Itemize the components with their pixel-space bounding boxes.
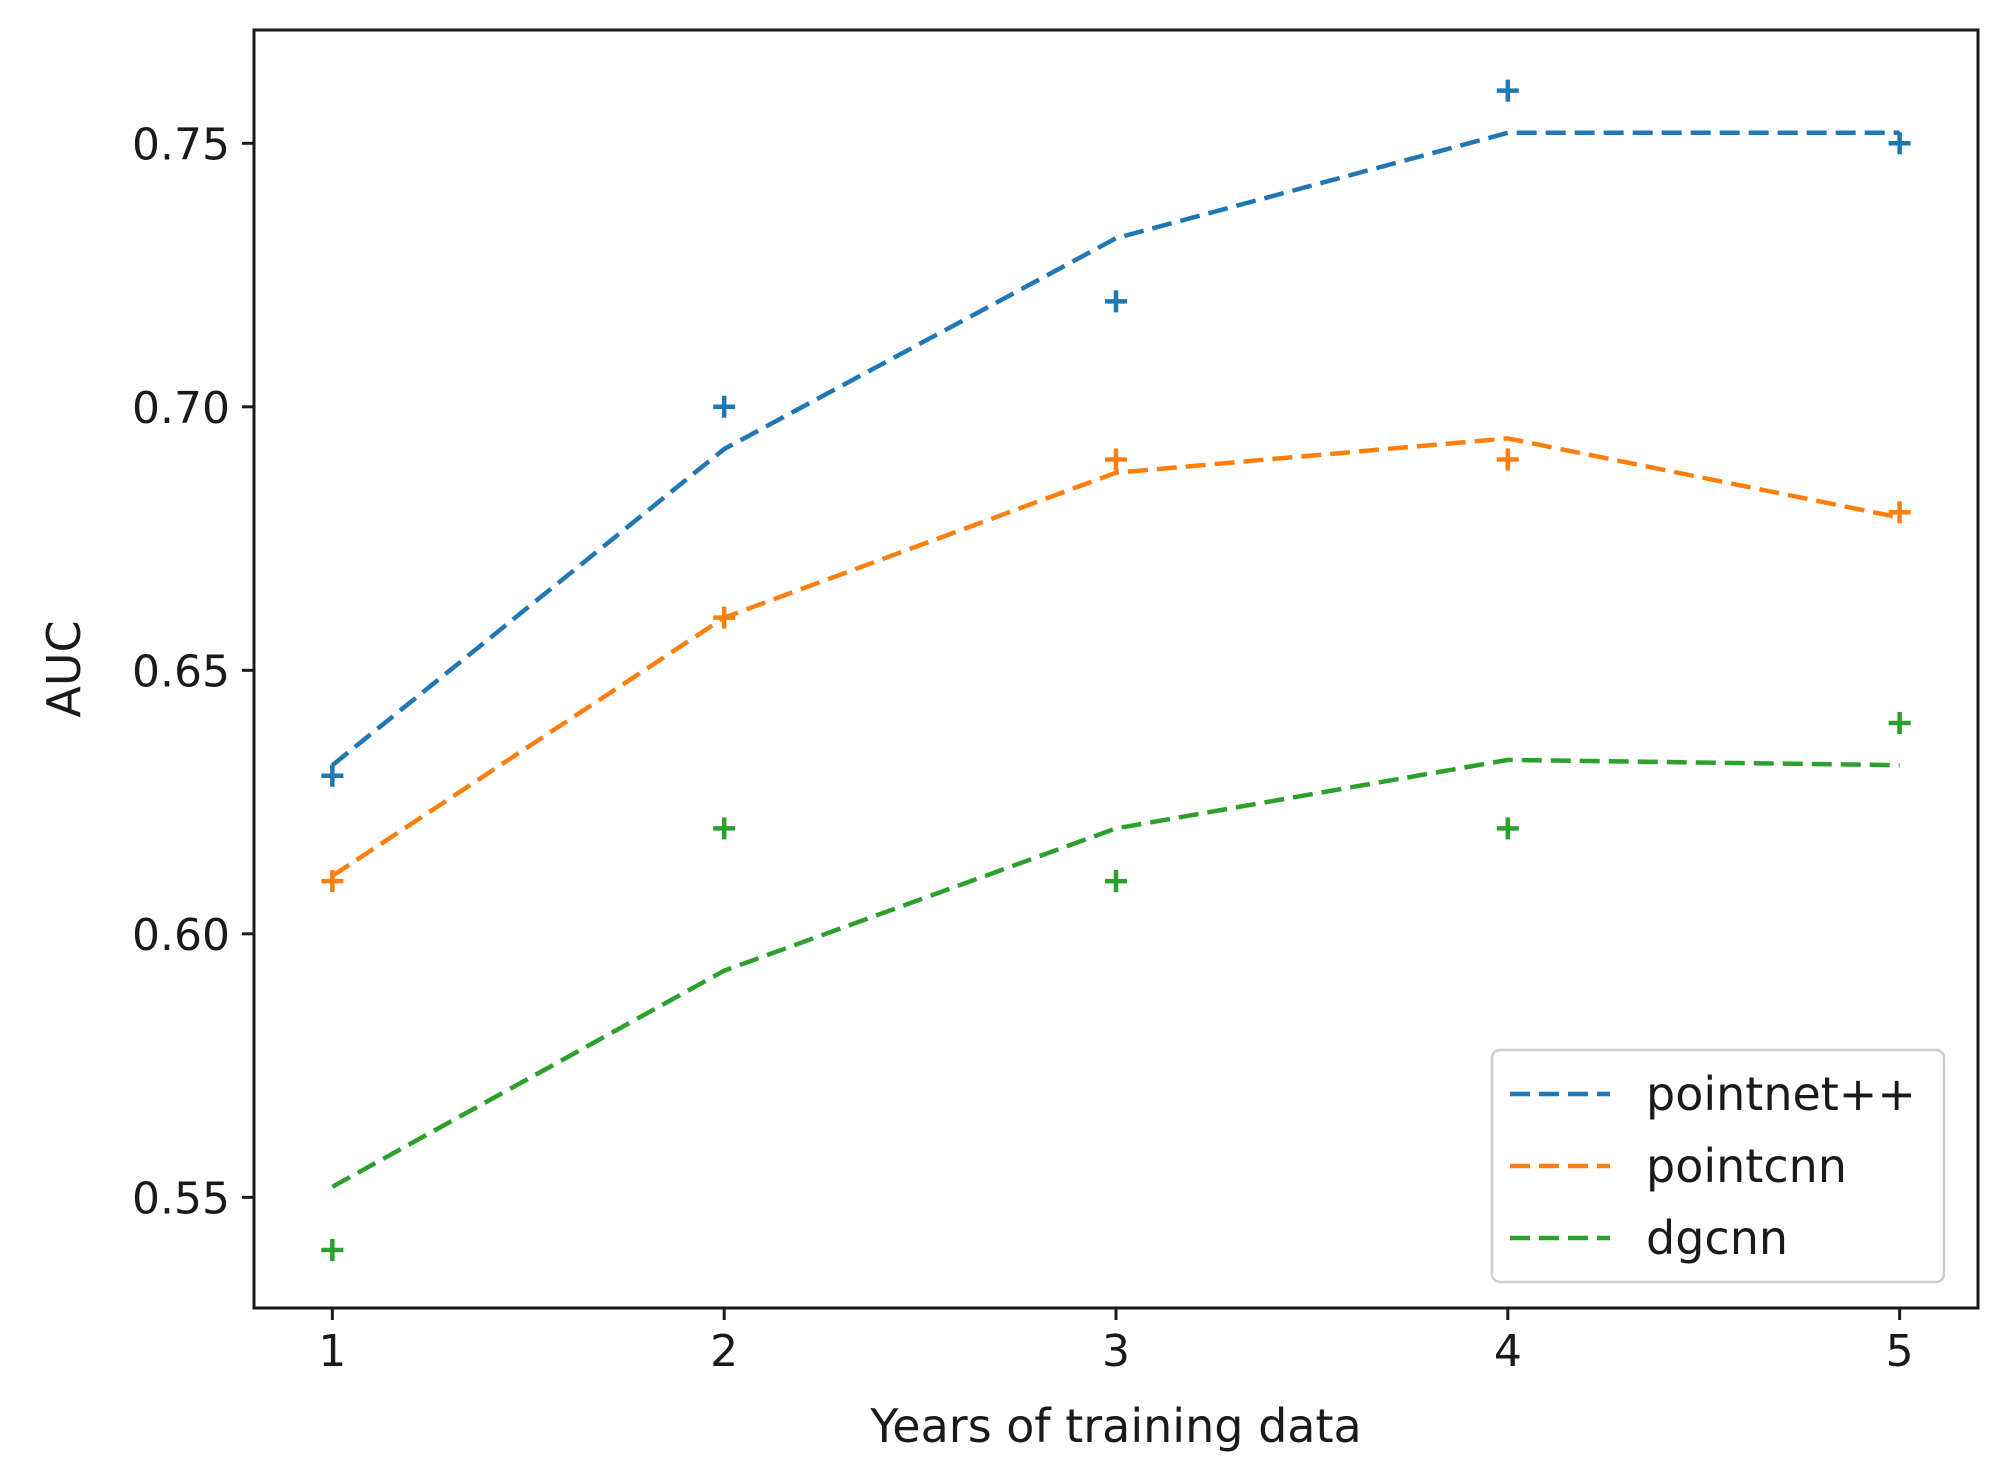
pointcnn-data-point	[1496, 448, 1519, 471]
pointcnn-data-point	[1888, 501, 1911, 524]
pointcnn-data-point	[1105, 448, 1127, 471]
dgcnn-trend-line	[331, 757, 1900, 1189]
pointnet++-data-point	[1496, 79, 1519, 102]
pointnet++-data-point	[1105, 290, 1127, 313]
dgcnn-data-point	[1105, 870, 1127, 893]
legend: pointnet++ pointcnn dgcnn	[1490, 1048, 1946, 1284]
x-tick-label: 1	[318, 1326, 346, 1377]
pointnet++-trend-line	[330, 130, 1900, 767]
y-tick-label: 0.70	[132, 383, 230, 434]
plot-marks	[321, 79, 1911, 1262]
legend-box	[1490, 1048, 1946, 1284]
dgcnn-data-point	[713, 817, 736, 840]
pointcnn-data-point	[321, 870, 344, 893]
legend-label-pointcnn: pointcnn	[1646, 1139, 1847, 1193]
y-tick-label: 0.65	[132, 646, 230, 697]
x-axis-label: Years of training data	[869, 1399, 1361, 1453]
x-tick-label: 3	[1102, 1326, 1130, 1377]
pointnet++-data-point	[321, 764, 344, 787]
x-tick-label: 4	[1494, 1326, 1522, 1377]
x-tick-label: 2	[710, 1326, 738, 1377]
pointcnn-trend-line	[331, 436, 1901, 878]
dgcnn-data-point	[321, 1239, 344, 1262]
y-tick-label: 0.55	[132, 1173, 230, 1224]
y-tick-label: 0.60	[132, 910, 230, 961]
y-axis-ticks: 0.55 0.60 0.65 0.70 0.75	[132, 119, 254, 1224]
dgcnn-data-point	[1496, 817, 1519, 840]
pointcnn-data-point	[713, 606, 736, 629]
legend-label-pointnet++: pointnet++	[1646, 1067, 1916, 1121]
pointnet++-data-point	[713, 395, 736, 418]
dgcnn-data-point	[1888, 712, 1911, 735]
x-tick-label: 5	[1886, 1326, 1914, 1377]
legend-label-dgcnn: dgcnn	[1646, 1211, 1788, 1265]
y-axis-label: AUC	[37, 620, 91, 717]
x-axis-ticks: 1 2 3 4 5	[318, 1308, 1914, 1377]
y-tick-label: 0.75	[132, 119, 230, 170]
pointnet++-data-point	[1888, 132, 1911, 155]
